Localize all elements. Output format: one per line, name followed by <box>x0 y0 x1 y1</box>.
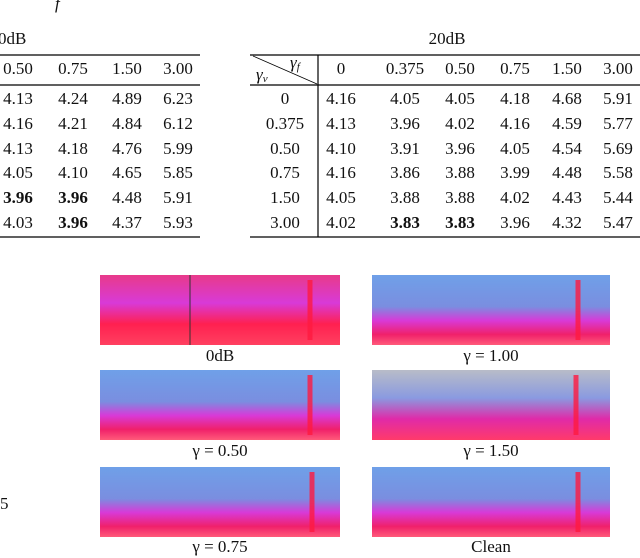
table-cell: 5.91 <box>603 89 633 108</box>
table-cell: 4.65 <box>112 163 142 182</box>
table-cell: 5.93 <box>163 213 193 232</box>
spectrogram-images <box>100 275 610 537</box>
table-cell: 3.96 <box>3 188 33 207</box>
row-label: 3.00 <box>270 213 300 232</box>
spectrogram-caption: γ = 1.00 <box>462 346 518 365</box>
table-cell: 4.10 <box>326 139 356 158</box>
table-cell: 4.13 <box>3 89 33 108</box>
table-cell: 4.16 <box>326 89 356 108</box>
spectrogram <box>100 467 340 537</box>
spectrogram <box>100 275 340 345</box>
table-cell: 3.96 <box>58 188 88 207</box>
fragment: f <box>55 0 62 13</box>
spectrogram-caption: γ = 0.75 <box>191 537 247 556</box>
row-label: 0 <box>281 89 290 108</box>
table-cell: 3.96 <box>390 114 420 133</box>
table-cell: 3.96 <box>445 139 475 158</box>
table-cell: 4.21 <box>58 114 88 133</box>
table-cell: 4.18 <box>500 89 530 108</box>
table-cell: 3.83 <box>445 213 475 232</box>
table-cell: 4.05 <box>3 163 33 182</box>
table-cell: 4.13 <box>326 114 356 133</box>
table-cell: 3.88 <box>390 188 420 207</box>
spectrogram <box>100 370 340 440</box>
table-cell: 5.91 <box>163 188 193 207</box>
table-cell: 4.76 <box>112 139 142 158</box>
column-header: 3.00 <box>163 59 193 78</box>
table-cell: 4.48 <box>552 163 582 182</box>
column-header: 0.50 <box>3 59 33 78</box>
row-label: 1.50 <box>270 188 300 207</box>
table-cell: 4.05 <box>390 89 420 108</box>
column-header: 0.75 <box>58 59 88 78</box>
column-header: 0.50 <box>445 59 475 78</box>
table-cell: 4.10 <box>58 163 88 182</box>
table-cell: 3.88 <box>445 163 475 182</box>
table-cell: 4.84 <box>112 114 142 133</box>
spectrogram-caption: γ = 1.50 <box>462 441 518 460</box>
row-label: 0.375 <box>266 114 304 133</box>
table-title: 0dB <box>0 29 26 48</box>
table-cell: 4.68 <box>552 89 582 108</box>
table-cell: 4.24 <box>58 89 88 108</box>
table-cell: 4.05 <box>500 139 530 158</box>
table-cell: 5.99 <box>163 139 193 158</box>
table-cell: 4.48 <box>112 188 142 207</box>
table-cell: 4.43 <box>552 188 582 207</box>
column-header: 3.00 <box>603 59 633 78</box>
fragment: 5 <box>0 494 9 513</box>
spectrogram <box>372 370 610 440</box>
table-cell: 4.59 <box>552 114 582 133</box>
table-cell: 3.86 <box>390 163 420 182</box>
spectrogram-caption: 0dB <box>206 346 234 365</box>
table-cell: 3.91 <box>390 139 420 158</box>
table-cell: 4.37 <box>112 213 142 232</box>
table-cell: 5.77 <box>603 114 633 133</box>
table-cell: 4.89 <box>112 89 142 108</box>
table-cell: 5.69 <box>603 139 633 158</box>
table-cell: 6.12 <box>163 114 193 133</box>
table-cell: 4.18 <box>58 139 88 158</box>
table-cell: 5.85 <box>163 163 193 182</box>
table-cell: 5.47 <box>603 213 633 232</box>
corner-diagonal <box>252 55 318 85</box>
table-cell: 3.99 <box>500 163 530 182</box>
column-header: 0.375 <box>386 59 424 78</box>
corner-row-label: γv <box>256 65 268 85</box>
table-cell: 5.58 <box>603 163 633 182</box>
spectrogram-caption: γ = 0.50 <box>191 441 247 460</box>
table-cell: 5.44 <box>603 188 633 207</box>
table-cell: 3.83 <box>390 213 420 232</box>
table-cell: 4.02 <box>326 213 356 232</box>
table-cell: 3.96 <box>58 213 88 232</box>
table-cell: 4.03 <box>3 213 33 232</box>
table-cell: 4.16 <box>326 163 356 182</box>
table-cell: 3.88 <box>445 188 475 207</box>
table-cell: 3.96 <box>500 213 530 232</box>
corner-col-label: γf <box>290 53 302 73</box>
column-header: 1.50 <box>552 59 582 78</box>
column-header: 1.50 <box>112 59 142 78</box>
column-header: 0.75 <box>500 59 530 78</box>
row-label: 0.75 <box>270 163 300 182</box>
table-cell: 4.02 <box>445 114 475 133</box>
table-cell: 4.13 <box>3 139 33 158</box>
table-cell: 6.23 <box>163 89 193 108</box>
column-header: 0 <box>337 59 346 78</box>
spectrogram-streaks <box>307 280 581 532</box>
table-title: 20dB <box>429 29 466 48</box>
table-cell: 4.32 <box>552 213 582 232</box>
spectrogram-caption: Clean <box>471 537 511 556</box>
table-cell: 4.16 <box>3 114 33 133</box>
table-cell: 4.16 <box>500 114 530 133</box>
spectrogram <box>372 275 610 345</box>
table-cell: 4.05 <box>445 89 475 108</box>
row-label: 0.50 <box>270 139 300 158</box>
table-cell: 4.54 <box>552 139 582 158</box>
table-cell: 4.02 <box>500 188 530 207</box>
spectrogram <box>372 467 610 537</box>
table-cell: 4.05 <box>326 188 356 207</box>
